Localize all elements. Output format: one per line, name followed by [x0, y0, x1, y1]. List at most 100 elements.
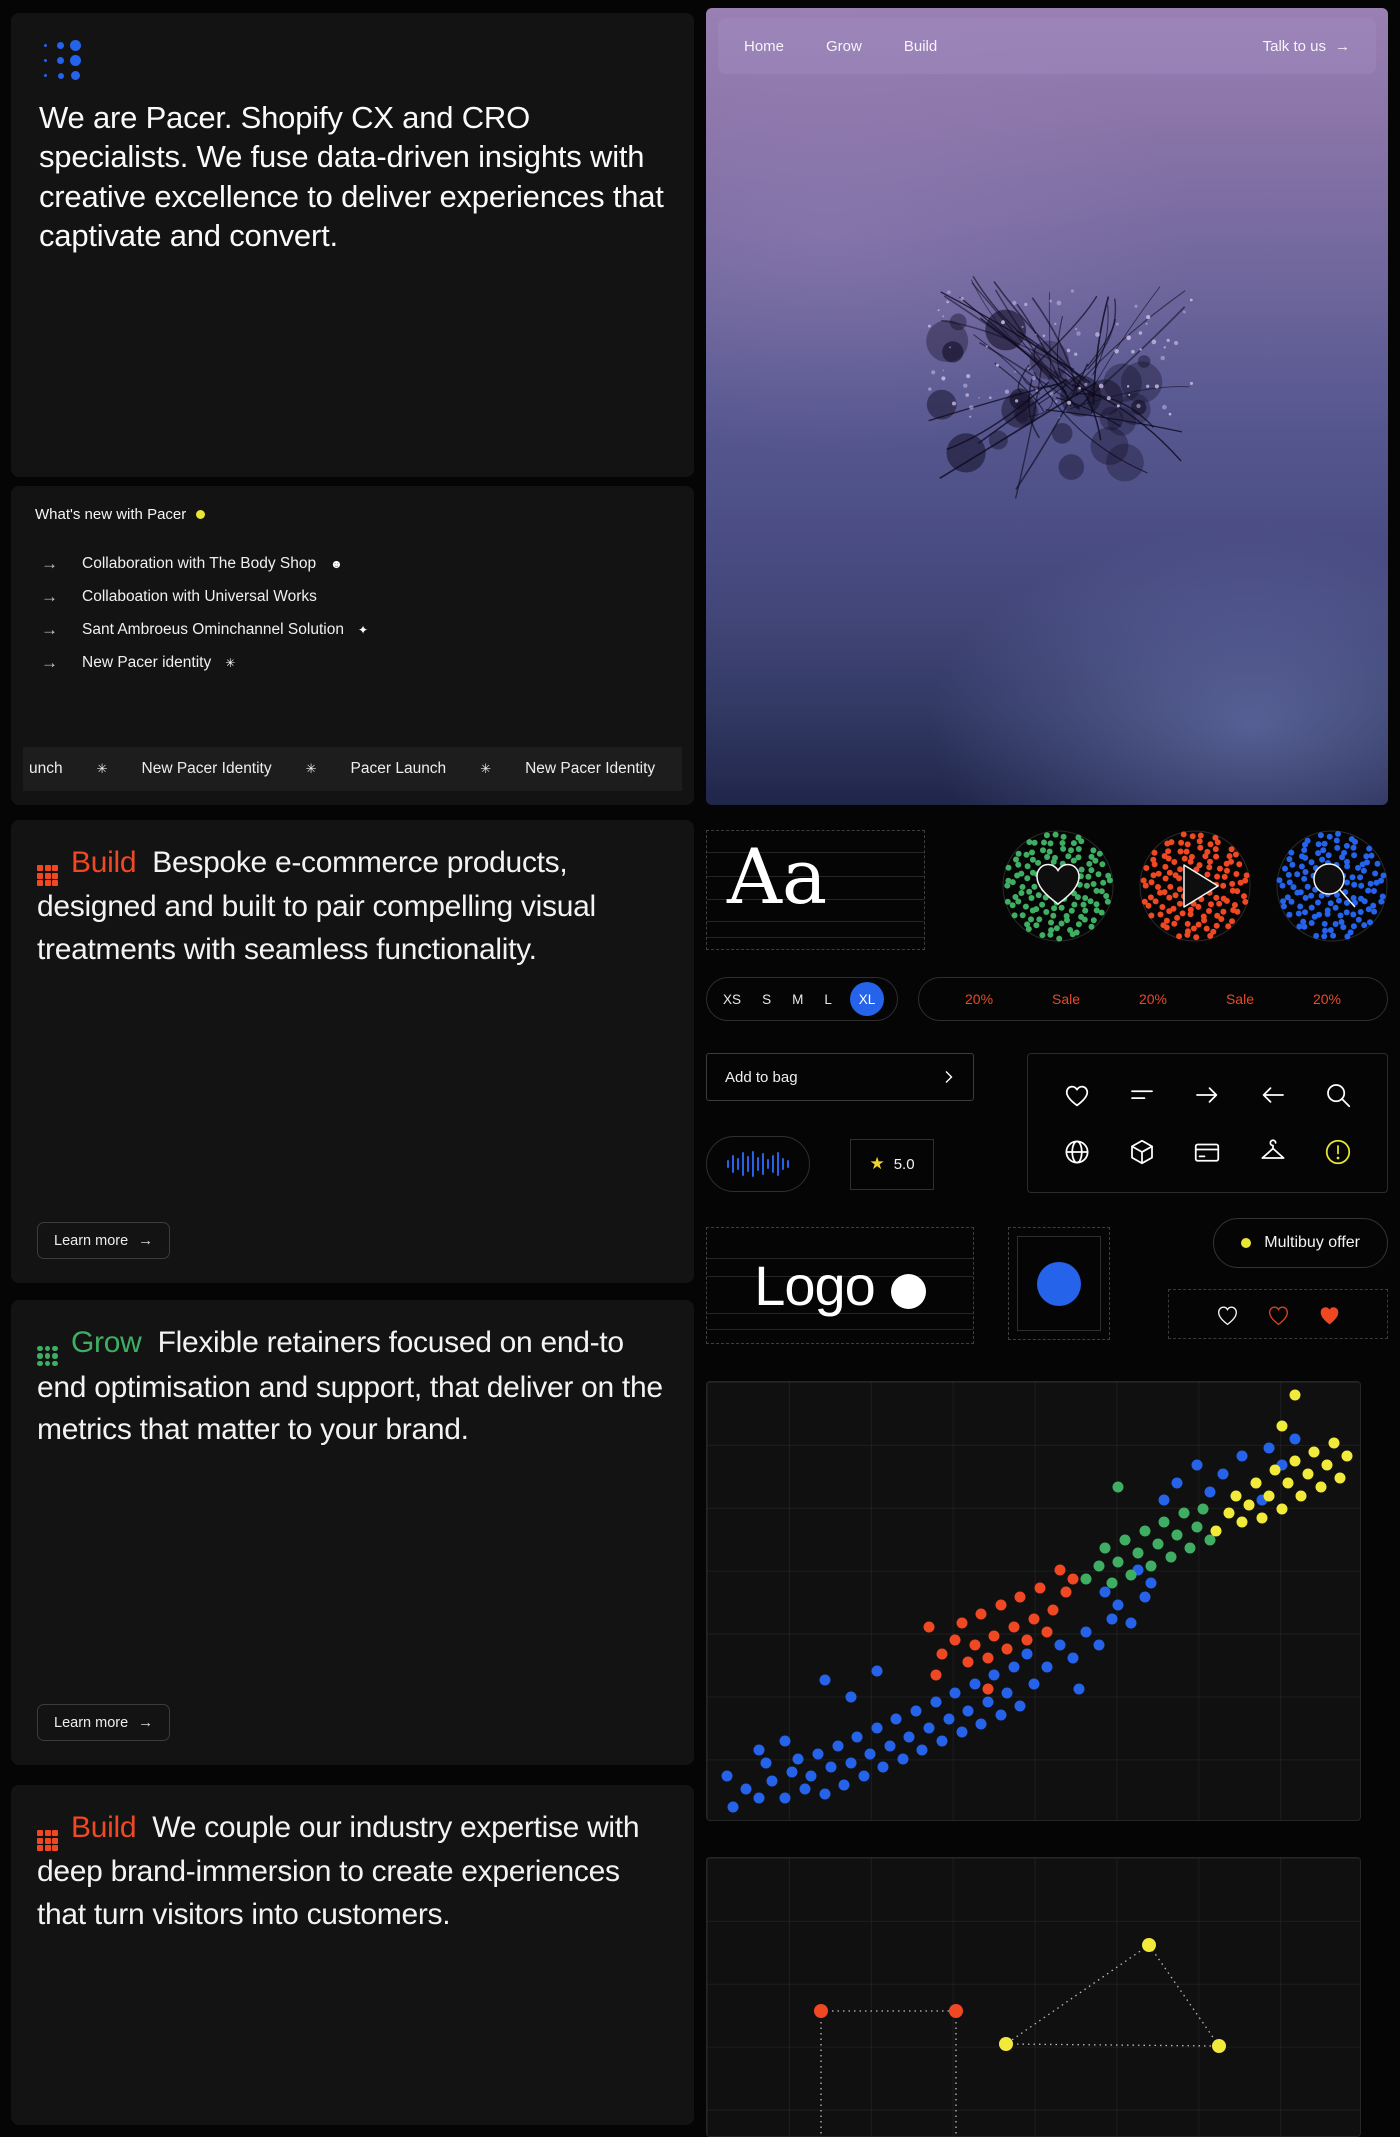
news-item-label: New Pacer identity — [82, 653, 212, 671]
picker-row: XS S M L XL 20% Sale 20% Sale 20% — [706, 977, 1388, 1021]
arrow-left-icon[interactable] — [1258, 1080, 1288, 1110]
scatter-point — [923, 1722, 935, 1734]
menu-lines-icon[interactable] — [1127, 1080, 1157, 1110]
ticker-item: New Pacer Identity — [525, 760, 656, 777]
controls-left-stack: Add to bag ★ 5.0 — [706, 1053, 1002, 1193]
size-option-l[interactable]: L — [824, 991, 832, 1007]
build-body-text: Bespoke e-commerce products, designed an… — [37, 846, 596, 966]
build-body-text: We couple our industry expertise with de… — [37, 1811, 640, 1931]
scatter-point — [1191, 1459, 1203, 1471]
news-item-label: Collaboration with The Body Shop — [82, 554, 317, 572]
heart-outline-white-icon[interactable] — [1214, 1301, 1241, 1328]
arrow-right-icon[interactable] — [1192, 1080, 1222, 1110]
scatter-point — [1263, 1490, 1275, 1502]
scatter-point — [1295, 1490, 1307, 1502]
scatter-point — [1041, 1626, 1053, 1638]
ui-kit-showcase: Aa XS S M L XL 20% Sale 20% Sale 20% Add to bag … — [706, 830, 1388, 2137]
scatter-point — [897, 1753, 909, 1765]
hanger-icon[interactable] — [1258, 1137, 1288, 1167]
multibuy-offer-pill[interactable]: Multibuy offer — [1213, 1218, 1388, 1268]
waveform-bar — [756, 1157, 760, 1171]
credit-card-icon[interactable] — [1192, 1137, 1222, 1167]
logo-dot — [71, 71, 80, 80]
dot-circle-heart[interactable] — [1002, 830, 1114, 942]
scatter-point — [1080, 1626, 1092, 1638]
scatter-point — [1132, 1564, 1144, 1576]
scatter-point — [1067, 1573, 1079, 1585]
intro-card: We are Pacer. Shopify CX and CRO special… — [11, 13, 694, 477]
waveform-bar — [786, 1160, 790, 1168]
scatter-point — [962, 1656, 974, 1668]
grow-dots-icon — [37, 1345, 58, 1367]
scatter-point — [1289, 1389, 1301, 1401]
dot-circle-play[interactable] — [1139, 830, 1251, 942]
scatter-point — [1054, 1564, 1066, 1576]
size-option-s[interactable]: S — [762, 991, 772, 1007]
talk-to-us-label: Talk to us — [1262, 37, 1326, 55]
heart-filled-red-icon[interactable] — [1316, 1301, 1343, 1328]
size-option-xs[interactable]: XS — [723, 991, 742, 1007]
burst-icon: ✳ — [225, 655, 236, 670]
nav-link-grow[interactable]: Grow — [826, 37, 862, 55]
scatter-point — [1184, 1542, 1196, 1554]
arrow-right-icon: → — [41, 652, 58, 672]
news-item[interactable]: → New Pacer identity ✳ — [41, 646, 670, 679]
package-icon[interactable] — [1127, 1137, 1157, 1167]
scatter-point — [792, 1753, 804, 1765]
scatter-point — [982, 1683, 994, 1695]
scatter-point — [1236, 1516, 1248, 1528]
size-option-m[interactable]: M — [792, 991, 804, 1007]
arrow-right-icon: → — [138, 1714, 154, 1731]
scatter-point — [1236, 1450, 1248, 1462]
star-icon: ★ — [869, 1154, 885, 1173]
scatter-point — [825, 1761, 837, 1773]
nav-link-home[interactable]: Home — [744, 37, 785, 55]
size-option-xl[interactable]: XL — [849, 982, 884, 1016]
scatter-point — [779, 1735, 791, 1747]
heart-icon[interactable] — [1062, 1080, 1092, 1110]
learn-more-button[interactable]: Learn more → — [37, 1222, 171, 1259]
scatter-point — [1001, 1643, 1013, 1655]
learn-more-button[interactable]: Learn more → — [37, 1704, 171, 1741]
scatter-point — [982, 1652, 994, 1664]
scatter-point — [956, 1726, 968, 1738]
talk-to-us-button[interactable]: Talk to us → — [1263, 38, 1350, 55]
news-item[interactable]: → Sant Ambroeus Ominchannel Solution ✦ — [41, 613, 670, 646]
nav-link-build[interactable]: Build — [903, 37, 938, 55]
logo-dot — [44, 74, 47, 77]
news-ticker-marquee: unch ✳ New Pacer Identity ✳ Pacer Launch ✳ New… — [23, 747, 682, 791]
add-to-bag-button[interactable]: Add to bag — [706, 1053, 974, 1101]
globe-icon[interactable] — [1062, 1137, 1092, 1167]
scatter-point — [1099, 1542, 1111, 1554]
scatter-point — [1341, 1450, 1353, 1462]
star-separator-icon: ✳ — [480, 761, 492, 776]
headline: We are Pacer. Shopify CX and CRO special… — [39, 100, 664, 254]
scatter-point — [1204, 1534, 1216, 1546]
audio-waveform-button[interactable] — [706, 1136, 810, 1192]
scatter-point — [753, 1744, 765, 1756]
arrow-right-icon: → — [138, 1232, 154, 1249]
news-item[interactable]: → Collaboation with Universal Works — [41, 580, 670, 613]
arrow-right-icon: → — [41, 619, 58, 639]
scatter-point — [1014, 1591, 1026, 1603]
controls-row: Add to bag ★ 5.0 — [706, 1053, 1388, 1193]
rating-badge: ★ 5.0 — [850, 1138, 934, 1190]
scatter-point — [1112, 1481, 1124, 1493]
scatter-point — [903, 1731, 915, 1743]
scatter-point — [995, 1709, 1007, 1721]
scatter-point — [1334, 1472, 1346, 1484]
search-icon[interactable] — [1323, 1080, 1353, 1110]
heart-outline-red-icon[interactable] — [1265, 1301, 1292, 1328]
right-column: Home Grow Build Talk to us → Aa XS S M L XL 20… — [706, 8, 1388, 2137]
scatter-point — [1008, 1661, 1020, 1673]
scatter-point — [1263, 1442, 1275, 1454]
yellow-dot-icon — [1241, 1238, 1252, 1248]
logo-dot — [57, 42, 64, 49]
news-item[interactable]: → Collaboration with The Body Shop ☻ — [41, 547, 670, 580]
alert-icon[interactable] — [1323, 1137, 1353, 1167]
dot-circle-search[interactable] — [1276, 830, 1388, 942]
scatter-point — [851, 1731, 863, 1743]
scatter-point — [1099, 1586, 1111, 1598]
scatter-point — [1001, 1687, 1013, 1699]
scatter-point — [1158, 1494, 1170, 1506]
